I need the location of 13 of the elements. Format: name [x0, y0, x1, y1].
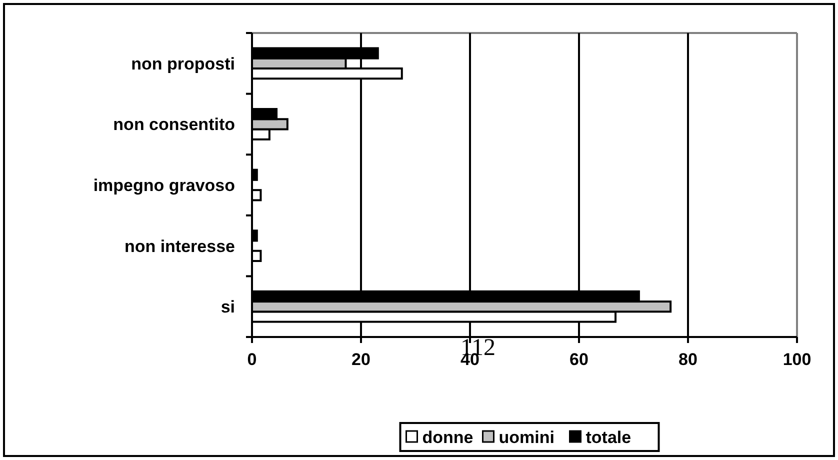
x-tick-label: 60 — [570, 350, 588, 369]
legend-label: uomini — [498, 428, 554, 447]
x-tick-label: 0 — [247, 350, 257, 369]
y-tick-label: non proposti — [131, 54, 235, 74]
y-tick-label: non interesse — [124, 236, 235, 256]
legend-label: donne — [422, 428, 474, 447]
legend-label: totale — [586, 428, 632, 447]
x-tick-label: 20 — [352, 350, 370, 369]
y-tick-label: impegno gravoso — [93, 176, 235, 195]
y-tick-label: non consentito — [113, 115, 235, 134]
y-tick-label: si — [220, 298, 235, 317]
x-tick-label: 100 — [782, 350, 812, 369]
x-tick-label: 80 — [678, 350, 698, 369]
